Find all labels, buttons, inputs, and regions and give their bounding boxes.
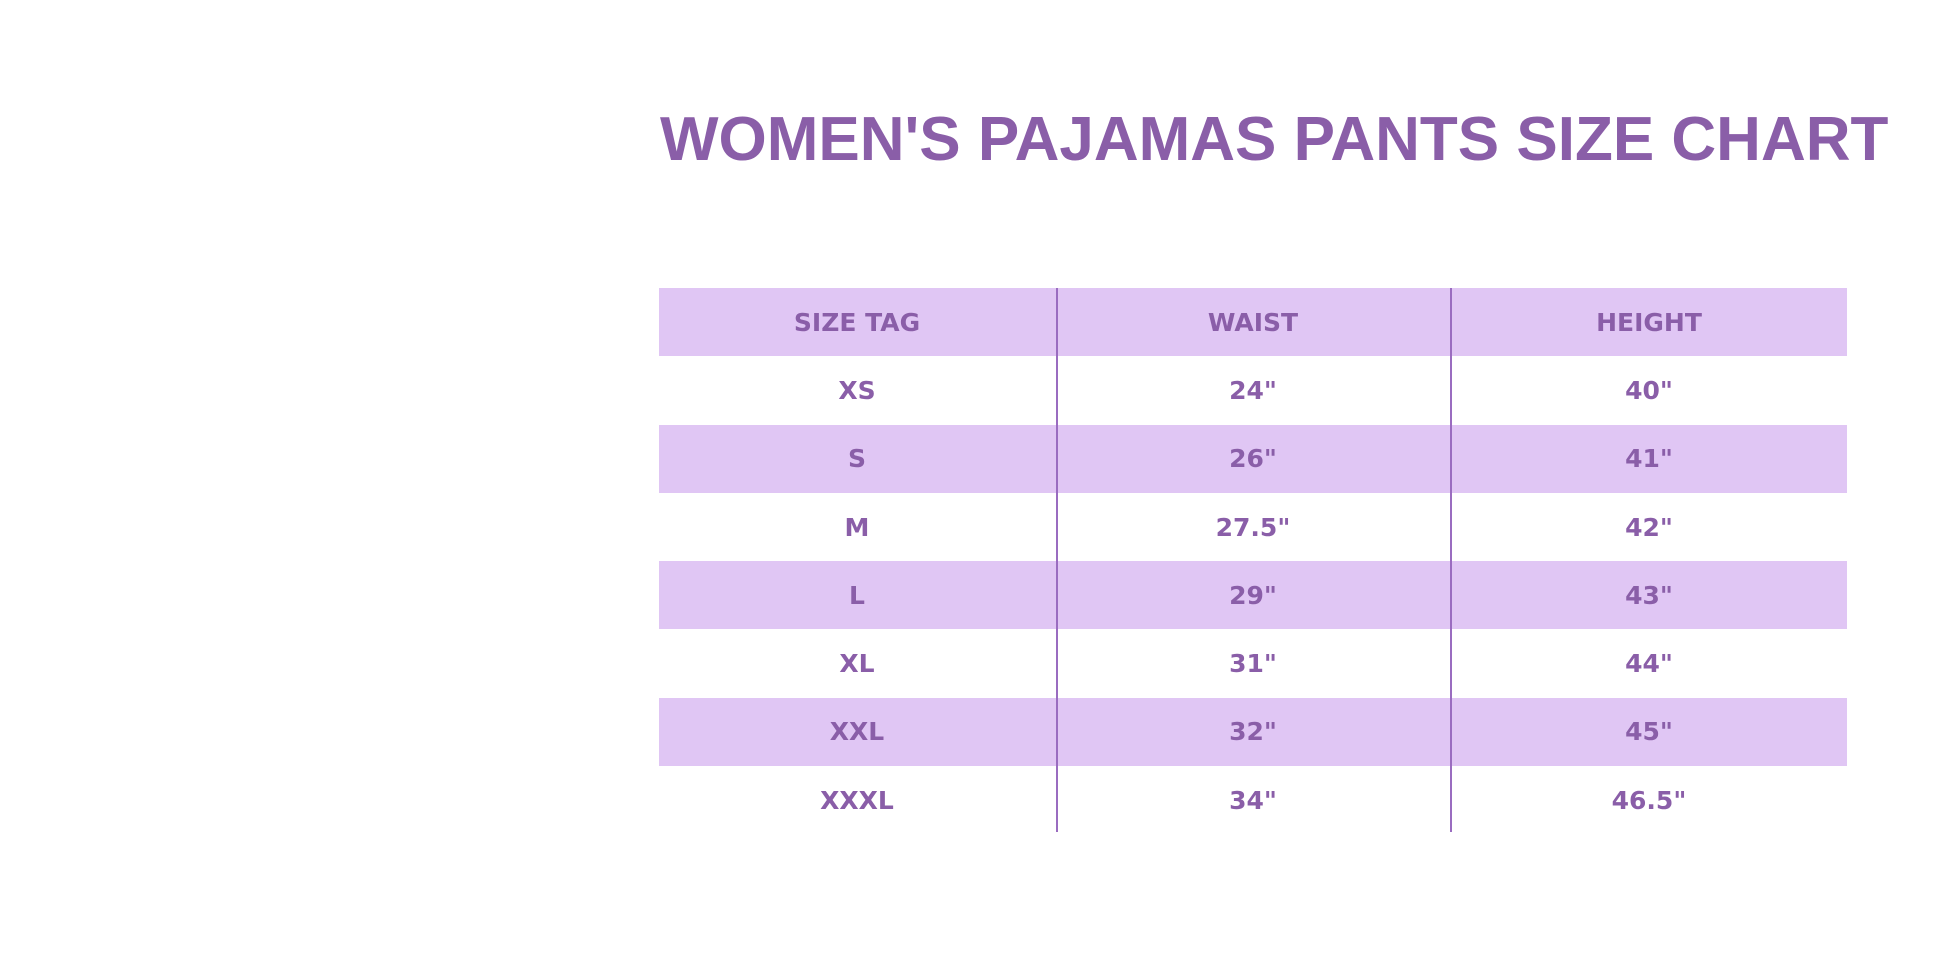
height-cell: 43" (1625, 580, 1673, 610)
header-size-tag: SIZE TAG (793, 307, 921, 337)
size-table: SIZE TAG WAIST HEIGHT XS 24" 40" S 26" 41" M 27… (659, 288, 1847, 834)
waist-cell: 29" (1229, 580, 1277, 610)
table-row: M 27.5" 42" (659, 493, 1847, 561)
height-cell: 42" (1625, 512, 1673, 542)
size-tag-cell: XL (839, 649, 875, 679)
height-cell: 40" (1625, 375, 1673, 405)
size-tag-cell: S (847, 444, 866, 474)
height-cell: 45" (1625, 717, 1673, 747)
waist-cell: 34" (1229, 785, 1277, 815)
header-height: HEIGHT (1596, 307, 1702, 337)
waist-cell: 32" (1229, 717, 1277, 747)
size-tag-cell: XXXL (820, 785, 894, 815)
column-divider (1056, 288, 1058, 832)
size-tag-cell: M (844, 512, 870, 542)
waist-cell: 24" (1229, 375, 1277, 405)
table-row: S 26" 41" (659, 424, 1847, 493)
waist-cell: 26" (1229, 444, 1277, 474)
table-row: L 29" 43" (659, 561, 1847, 630)
header-waist: WAIST (1207, 307, 1299, 337)
table-row: XXXL 34" 46.5" (659, 766, 1847, 834)
waist-cell: 31" (1229, 649, 1277, 679)
table-header-row: SIZE TAG WAIST HEIGHT (659, 288, 1847, 357)
height-cell: 44" (1625, 649, 1673, 679)
table-row: XS 24" 40" (659, 356, 1847, 424)
page-title: WOMEN'S PAJAMAS PANTS SIZE CHART (660, 105, 1889, 174)
height-cell: 41" (1625, 444, 1673, 474)
height-cell: 46.5" (1611, 785, 1687, 815)
column-divider (1450, 288, 1452, 832)
size-tag-cell: XXL (829, 717, 885, 747)
table-row: XL 31" 44" (659, 629, 1847, 697)
waist-cell: 27.5" (1215, 512, 1291, 542)
table-row: XXL 32" 45" (659, 697, 1847, 767)
size-tag-cell: XS (838, 375, 876, 405)
size-tag-cell: L (849, 580, 865, 610)
